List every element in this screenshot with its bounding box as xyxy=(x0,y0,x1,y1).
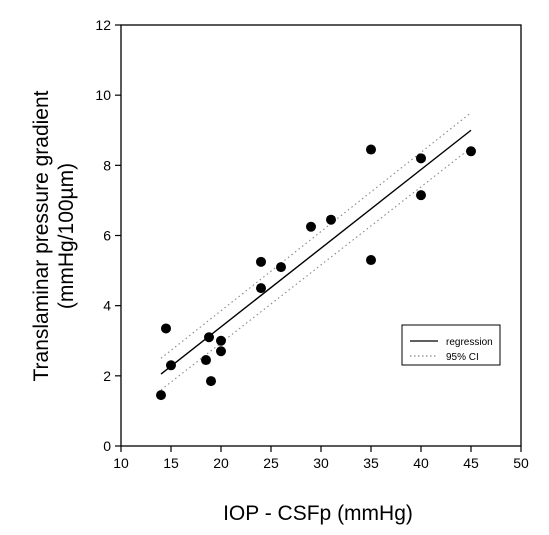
data-point-10 xyxy=(276,262,286,273)
x-tick-label-0: 10 xyxy=(113,455,129,471)
data-point-5 xyxy=(206,376,216,387)
data-point-2 xyxy=(166,360,176,371)
y-tick-label-3: 6 xyxy=(103,228,111,244)
legend-ci-label: 95% CI xyxy=(446,352,479,363)
data-point-11 xyxy=(306,221,316,232)
data-point-16 xyxy=(416,190,426,201)
legend-box xyxy=(401,324,501,366)
ci-upper-line xyxy=(160,112,472,359)
data-point-15 xyxy=(416,153,426,164)
y-tick-label-5: 10 xyxy=(95,87,111,103)
data-point-13 xyxy=(366,144,376,155)
regression-line xyxy=(160,129,472,375)
data-point-0 xyxy=(156,390,166,401)
x-tick-label-5: 35 xyxy=(363,455,379,471)
legend-regression-label: regression xyxy=(446,337,493,348)
x-tick-label-2: 20 xyxy=(213,455,229,471)
data-point-4 xyxy=(204,332,214,343)
y-axis-title: Translaminar pressure gradient (mmHg/100… xyxy=(30,90,78,381)
x-axis-title: IOP - CSFp (mmHg) xyxy=(223,502,413,525)
y-tick-label-2: 4 xyxy=(103,298,111,314)
y-tick-label-1: 2 xyxy=(103,368,111,384)
x-tick-label-3: 25 xyxy=(263,455,279,471)
data-point-9 xyxy=(256,283,266,294)
data-point-6 xyxy=(216,335,226,346)
data-point-3 xyxy=(201,355,211,366)
data-point-7 xyxy=(216,346,226,357)
legend: regression 95% CI xyxy=(401,324,501,366)
data-point-17 xyxy=(466,146,476,157)
y-axis-title-line-2: (mmHg/100µm) xyxy=(55,163,78,309)
x-tick-label-7: 45 xyxy=(463,455,479,471)
plot-area: 10 15 20 25 30 35 40 45 50 0 2 4 6 8 10 12 xyxy=(95,17,529,471)
data-point-8 xyxy=(256,256,266,267)
data-point-1 xyxy=(161,323,171,334)
plot-frame xyxy=(120,24,522,447)
x-tick-label-1: 15 xyxy=(163,455,179,471)
x-tick-label-8: 50 xyxy=(513,455,529,471)
y-tick-label-4: 8 xyxy=(103,157,111,173)
y-axis-title-line-1: Translaminar pressure gradient xyxy=(30,90,53,381)
data-point-12 xyxy=(326,214,336,225)
y-tick-label-0: 0 xyxy=(103,438,111,454)
x-tick-label-6: 40 xyxy=(413,455,429,471)
y-tick-label-6: 12 xyxy=(95,17,111,33)
data-point-14 xyxy=(366,255,376,266)
x-tick-label-4: 30 xyxy=(313,455,329,471)
